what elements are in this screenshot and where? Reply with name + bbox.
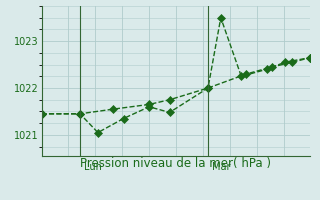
X-axis label: Pression niveau de la mer( hPa ): Pression niveau de la mer( hPa ) — [81, 157, 271, 170]
Text: Lun: Lun — [84, 162, 102, 172]
Text: Mar: Mar — [212, 162, 230, 172]
